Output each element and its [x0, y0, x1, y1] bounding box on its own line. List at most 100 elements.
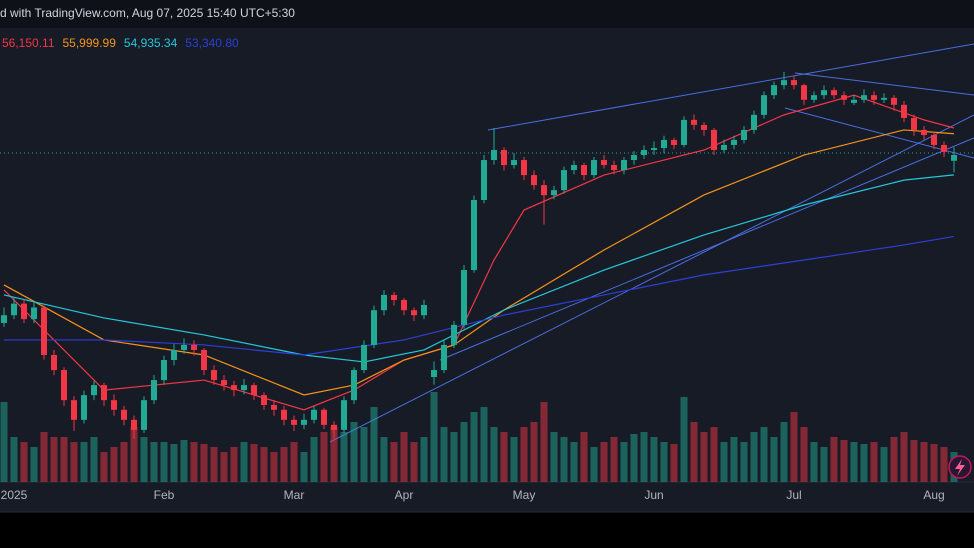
- candle-body: [231, 385, 237, 391]
- candle-body: [901, 104, 907, 118]
- volume-bar: [480, 407, 488, 482]
- x-tick-label: Aug: [923, 488, 944, 502]
- candle-body: [371, 310, 377, 345]
- volume-bar: [690, 422, 698, 482]
- candle-body: [581, 165, 587, 176]
- volume-bar: [240, 442, 248, 482]
- moving-average: [4, 235, 955, 356]
- candle-body: [601, 160, 607, 166]
- candle-body: [941, 144, 947, 152]
- candle-body: [701, 124, 707, 130]
- volume-bar: [490, 427, 498, 482]
- candle-layer: [1, 72, 957, 439]
- candle-body: [211, 370, 217, 381]
- candle-body: [11, 303, 17, 316]
- volume-bar: [790, 412, 798, 482]
- candle-body: [621, 160, 627, 171]
- candle-body: [151, 380, 157, 401]
- volume-bar: [170, 444, 178, 482]
- candle-body: [251, 385, 257, 396]
- candle-body: [481, 160, 487, 200]
- volume-bar: [80, 442, 88, 482]
- candle-body: [21, 303, 27, 320]
- volume-bar: [350, 422, 358, 482]
- volume-bar: [100, 452, 108, 482]
- volume-bar: [800, 427, 808, 482]
- candle-body: [381, 294, 387, 311]
- candle-body: [81, 395, 87, 420]
- volume-bar: [880, 447, 888, 482]
- candle-body: [651, 148, 657, 150]
- trend-line: [487, 43, 974, 131]
- candle-body: [41, 307, 47, 355]
- volume-bar: [160, 442, 168, 482]
- candle-body: [451, 324, 457, 345]
- volume-bar: [920, 442, 928, 482]
- volume-bar: [510, 437, 518, 482]
- volume-bar: [840, 440, 848, 482]
- volume-bar: [250, 444, 258, 482]
- volume-bar: [280, 447, 288, 482]
- volume-bar: [500, 432, 508, 482]
- volume-bar: [540, 402, 548, 482]
- volume-bar: [600, 442, 608, 482]
- volume-bar: [850, 442, 858, 482]
- volume-bar: [530, 422, 538, 482]
- volume-bar: [10, 437, 18, 482]
- candle-body: [511, 160, 517, 166]
- icon-bolt: [955, 459, 965, 476]
- volume-bar: [740, 442, 748, 482]
- candle-body: [331, 424, 337, 430]
- trend-line: [439, 137, 974, 361]
- candle-body: [541, 185, 547, 196]
- candle-body: [361, 344, 367, 371]
- candle-body: [241, 385, 247, 391]
- candle-body: [441, 344, 447, 371]
- volume-bar: [410, 442, 418, 482]
- volume-bar: [0, 402, 8, 482]
- candle-body: [921, 129, 927, 135]
- logo-icon: [948, 455, 972, 479]
- volume-bar: [710, 427, 718, 482]
- volume-bar: [890, 437, 898, 482]
- candle-body: [881, 97, 887, 100]
- volume-bar: [780, 422, 788, 482]
- volume-bar: [660, 442, 668, 482]
- moving-average: [3, 94, 955, 411]
- volume-bar: [630, 434, 638, 482]
- volume-bar: [110, 447, 118, 482]
- candle-body: [771, 85, 777, 96]
- volume-bar: [760, 427, 768, 482]
- volume-bar: [20, 442, 28, 482]
- x-tick-label: Mar: [284, 488, 305, 502]
- candle-body: [271, 404, 277, 410]
- candle-body: [801, 85, 807, 100]
- candle-body: [641, 149, 647, 156]
- trend-line: [329, 114, 974, 443]
- moving-average: [3, 174, 955, 363]
- volume-bar: [200, 444, 208, 482]
- candle-body: [321, 409, 327, 425]
- candle-body: [91, 385, 97, 396]
- volume-bar: [370, 407, 378, 482]
- candle-body: [421, 304, 427, 316]
- volume-bar: [380, 437, 388, 482]
- candle-body: [491, 149, 497, 161]
- candle-body: [281, 409, 287, 420]
- volume-bar: [450, 432, 458, 482]
- volume-bar: [650, 437, 658, 482]
- candle-body: [791, 80, 797, 86]
- candle-body: [71, 400, 77, 420]
- legend-value: 55,999.99: [63, 36, 117, 50]
- volume-bar: [900, 432, 908, 482]
- volume-bar: [700, 432, 708, 482]
- volume-bar: [400, 432, 408, 482]
- candle-body: [221, 380, 227, 386]
- volume-bar: [90, 437, 98, 482]
- candle-body: [731, 139, 737, 145]
- x-tick-label: May: [513, 488, 536, 502]
- volume-bar: [870, 442, 878, 482]
- volume-bar: [720, 442, 728, 482]
- volume-bar: [930, 444, 938, 482]
- volume-bar: [770, 437, 778, 482]
